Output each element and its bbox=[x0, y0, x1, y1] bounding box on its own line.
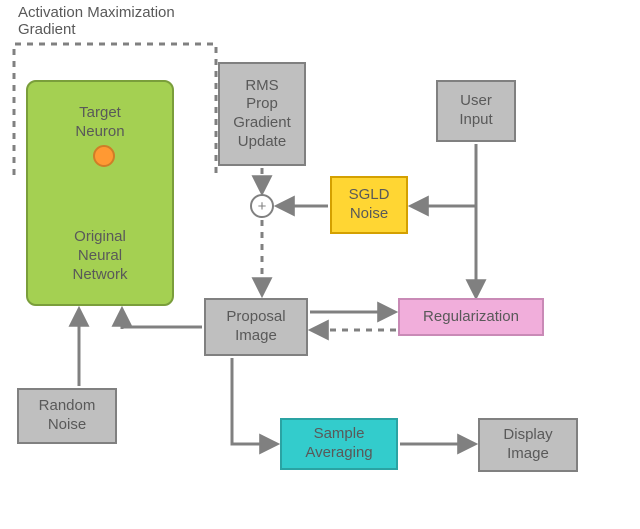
arrow-proposal-to-sample bbox=[232, 358, 276, 444]
rms-box: RMS Prop Gradient Update bbox=[218, 62, 306, 166]
plus-circle: + bbox=[250, 194, 274, 218]
target-neuron-label: Target Neuron bbox=[28, 104, 172, 142]
amg-label: Activation Maximization Gradient bbox=[18, 4, 175, 38]
network-box: Target Neuron Original Neural Network bbox=[26, 80, 174, 306]
amg-label-l2: Gradient bbox=[18, 21, 175, 38]
target-neuron-dot bbox=[93, 145, 115, 167]
original-network-label: Original Neural Network bbox=[28, 228, 172, 284]
sample-averaging-box: Sample Averaging bbox=[280, 418, 398, 470]
sgld-box: SGLD Noise bbox=[330, 176, 408, 234]
amg-label-l1: Activation Maximization bbox=[18, 4, 175, 21]
display-image-box: Display Image bbox=[478, 418, 578, 472]
proposal-box: Proposal Image bbox=[204, 298, 308, 356]
diagram-stage: Activation Maximization Gradient Target … bbox=[0, 0, 640, 529]
user-input-box: User Input bbox=[436, 80, 516, 142]
regularization-box: Regularization bbox=[398, 298, 544, 336]
random-noise-box: Random Noise bbox=[17, 388, 117, 444]
